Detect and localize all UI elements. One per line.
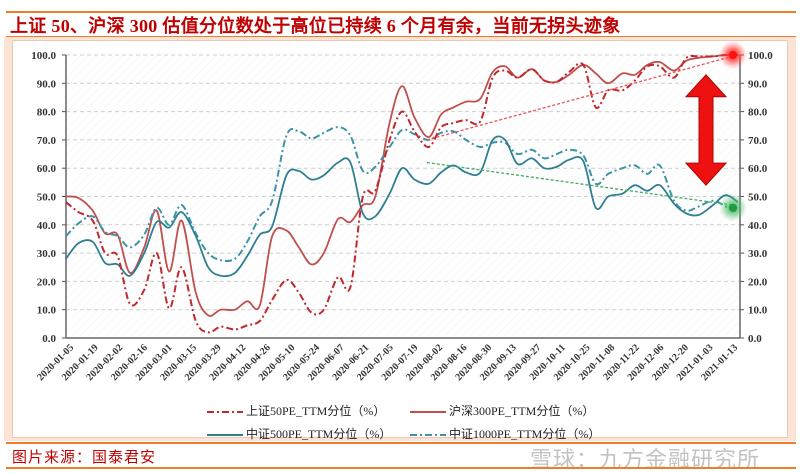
y-tick-label-left: 70.0	[37, 135, 57, 147]
footer-bottom-rule	[6, 467, 796, 469]
y-tick-label-right: 60.0	[748, 163, 768, 175]
footer-top-rule	[6, 442, 796, 444]
y-tick-label-right: 90.0	[748, 78, 768, 90]
legend-label: 上证50PE_TTM分位（%）	[246, 404, 386, 418]
y-tick-label-right: 40.0	[748, 220, 768, 232]
marker-dot	[729, 51, 737, 59]
trend-line-green	[426, 161, 733, 206]
y-tick-label-left: 30.0	[37, 248, 57, 260]
y-tick-label-right: 50.0	[748, 192, 768, 204]
legend-label: 沪深300PE_TTM分位（%）	[449, 404, 595, 418]
y-tick-label-right: 30.0	[748, 248, 768, 260]
y-tick-label-left: 0.0	[42, 333, 56, 345]
legend-swatch-dashdot-red	[207, 411, 243, 414]
y-tick-label-left: 40.0	[37, 220, 57, 232]
legend-label: 中证500PE_TTM分位（%）	[246, 427, 392, 441]
legend-item-zz500: 中证500PE_TTM分位（%）	[207, 425, 391, 442]
double-arrow-icon	[684, 74, 728, 186]
y-tick-label-left: 60.0	[37, 163, 57, 175]
source-note: 图片来源：国泰君安	[12, 448, 157, 466]
trend-line-red	[426, 55, 733, 141]
legend-swatch-dashdot-teal	[410, 434, 446, 437]
y-tick-label-right: 0.0	[748, 333, 762, 345]
legend-swatch-solid-red	[410, 411, 446, 414]
series-line-sh50	[65, 53, 739, 334]
legend-swatch-solid-teal	[207, 434, 243, 437]
y-tick-label-left: 100.0	[31, 50, 56, 62]
legend-item-hs300: 沪深300PE_TTM分位（%）	[410, 402, 594, 419]
marker-dot	[729, 203, 737, 212]
y-tick-label-left: 10.0	[37, 305, 57, 317]
legend-label: 中证1000PE_TTM分位（%）	[449, 427, 601, 441]
title-top-rule	[6, 11, 796, 13]
legend-item-sh50: 上证50PE_TTM分位（%）	[207, 402, 385, 419]
y-tick-label-right: 10.0	[748, 305, 768, 317]
legend-item-zz1000: 中证1000PE_TTM分位（%）	[410, 425, 600, 442]
y-tick-label-left: 50.0	[37, 192, 57, 204]
y-tick-label-right: 20.0	[748, 276, 768, 288]
chart-title: 上证 50、沪深 300 估值分位数处于高位已持续 6 个月有余，当前无拐头迹象	[10, 16, 621, 36]
series-line-hs300	[65, 54, 739, 317]
y-tick-label-left: 90.0	[37, 78, 57, 90]
series-line-zz1000	[65, 126, 739, 262]
y-tick-label-right: 70.0	[748, 135, 768, 147]
y-tick-label-right: 100.0	[748, 50, 773, 62]
y-tick-label-left: 20.0	[37, 276, 57, 288]
series-line-zz500	[65, 135, 739, 278]
y-tick-label-left: 80.0	[37, 107, 57, 119]
watermark: 雪球：九方金融研究所	[530, 448, 761, 473]
y-tick-label-right: 80.0	[748, 107, 768, 119]
